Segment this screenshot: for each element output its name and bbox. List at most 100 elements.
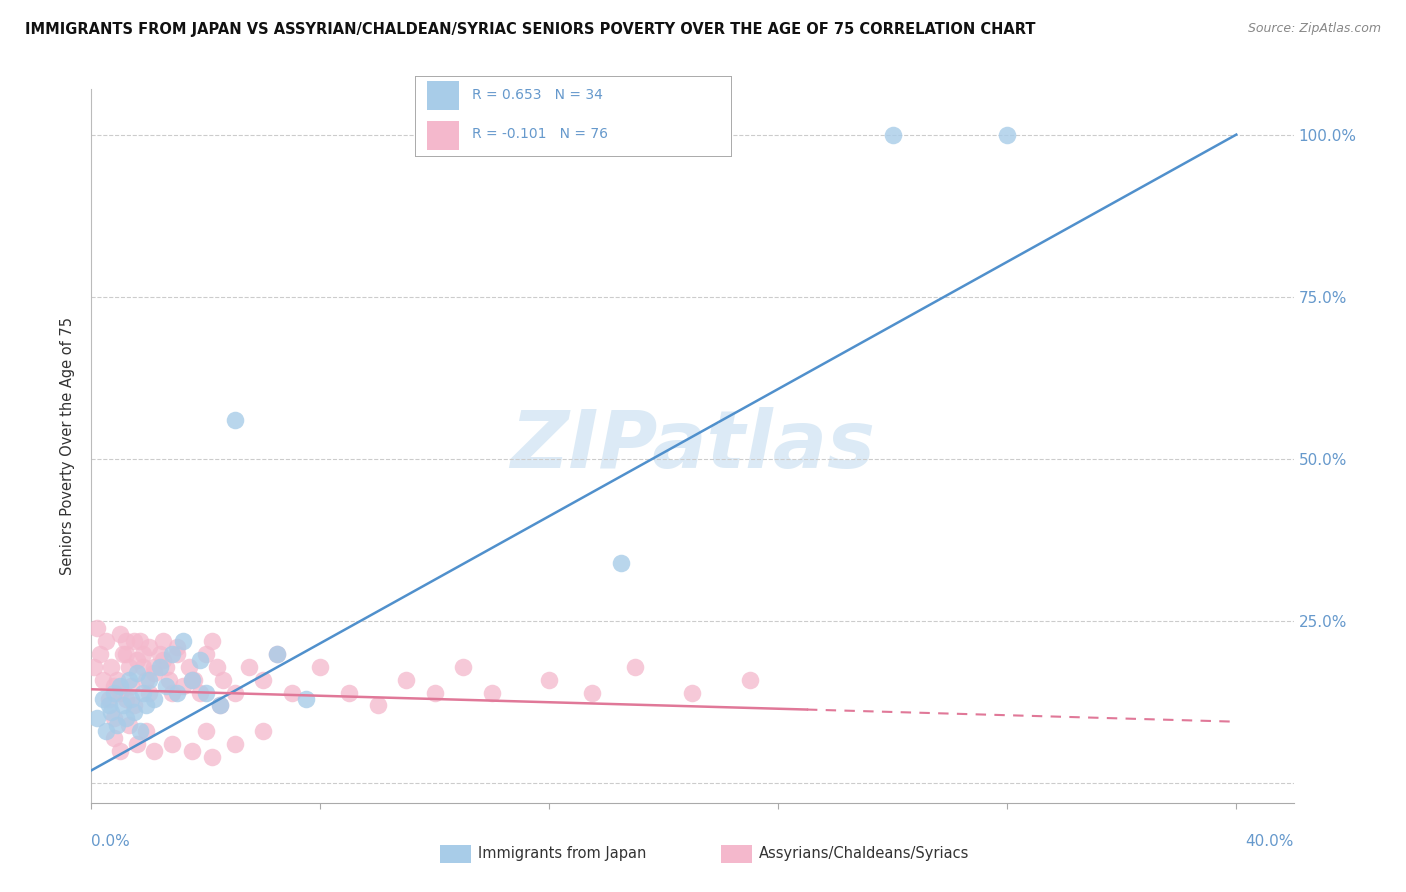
Point [103,679,125,693]
Point [224,738,246,752]
Point [995,128,1018,142]
Point [481,685,503,699]
Point [111,647,134,661]
Point [114,633,136,648]
Point [105,718,128,732]
Point [337,685,360,699]
Point [266,647,288,661]
Text: Immigrants from Japan: Immigrants from Japan [478,847,647,861]
Point [194,685,217,699]
Text: Assyrians/Chaldeans/Syriacs: Assyrians/Chaldeans/Syriacs [759,847,970,861]
Point [183,673,205,687]
Point [166,685,188,699]
Point [538,673,561,687]
FancyBboxPatch shape [427,81,458,111]
FancyBboxPatch shape [427,120,458,150]
Point [91,692,114,706]
Point [100,659,122,673]
Point [295,692,318,706]
Point [155,679,177,693]
Point [143,666,166,681]
Point [135,698,157,713]
Point [108,685,131,699]
Point [395,673,418,687]
Point [201,750,224,764]
Point [108,744,131,758]
Point [135,724,157,739]
Point [124,633,146,648]
Point [132,659,155,673]
Point [180,673,202,687]
Point [166,640,188,654]
Point [681,685,703,699]
Point [152,633,174,648]
Point [224,413,246,427]
Point [224,685,246,699]
Point [135,673,157,687]
Point [172,633,194,648]
Point [138,640,160,654]
Point [124,698,146,713]
Y-axis label: Seniors Poverty Over the Age of 75: Seniors Poverty Over the Age of 75 [60,317,76,575]
Point [127,653,149,667]
Text: Source: ZipAtlas.com: Source: ZipAtlas.com [1247,22,1381,36]
Point [194,724,217,739]
Point [91,673,114,687]
Point [367,698,389,713]
Point [117,718,139,732]
Point [121,679,143,693]
Point [209,698,232,713]
Point [83,659,105,673]
Point [252,673,274,687]
Point [882,128,904,142]
Point [114,711,136,725]
Text: R = -0.101   N = 76: R = -0.101 N = 76 [471,128,607,142]
Point [180,673,202,687]
Point [252,724,274,739]
Point [143,744,166,758]
Point [86,621,108,635]
Point [160,738,183,752]
Point [97,692,120,706]
Point [180,744,202,758]
Point [309,659,332,673]
Point [124,705,146,719]
Point [111,698,134,713]
Point [129,724,152,739]
Point [581,685,603,699]
Point [281,685,304,699]
Point [127,666,149,681]
Point [143,659,166,673]
Text: R = 0.653   N = 34: R = 0.653 N = 34 [471,88,603,102]
Point [100,705,122,719]
Point [103,685,125,699]
Point [157,673,180,687]
Point [114,692,136,706]
Point [127,738,149,752]
Point [201,633,224,648]
Point [103,711,125,725]
Point [138,673,160,687]
Point [143,692,166,706]
Point [166,647,188,661]
Point [177,659,200,673]
Text: IMMIGRANTS FROM JAPAN VS ASSYRIAN/CHALDEAN/SYRIAC SENIORS POVERTY OVER THE AGE O: IMMIGRANTS FROM JAPAN VS ASSYRIAN/CHALDE… [25,22,1036,37]
Point [212,673,235,687]
Point [149,659,172,673]
Point [108,679,131,693]
Point [160,647,183,661]
Point [266,647,288,661]
Point [610,556,633,570]
Point [207,659,229,673]
Point [117,673,139,687]
Point [94,633,117,648]
Point [132,647,155,661]
Point [121,692,143,706]
Point [738,673,761,687]
Point [188,685,211,699]
Point [94,724,117,739]
Point [209,698,232,713]
Point [86,711,108,725]
Point [624,659,647,673]
Text: ZIPatlas: ZIPatlas [510,407,875,485]
